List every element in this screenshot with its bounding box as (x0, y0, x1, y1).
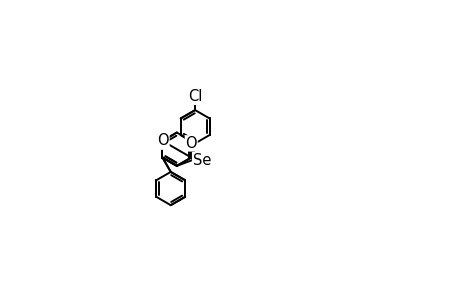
Text: O: O (185, 136, 196, 151)
Text: O: O (156, 134, 168, 148)
Text: Cl: Cl (188, 89, 202, 104)
Text: Se: Se (192, 152, 211, 167)
